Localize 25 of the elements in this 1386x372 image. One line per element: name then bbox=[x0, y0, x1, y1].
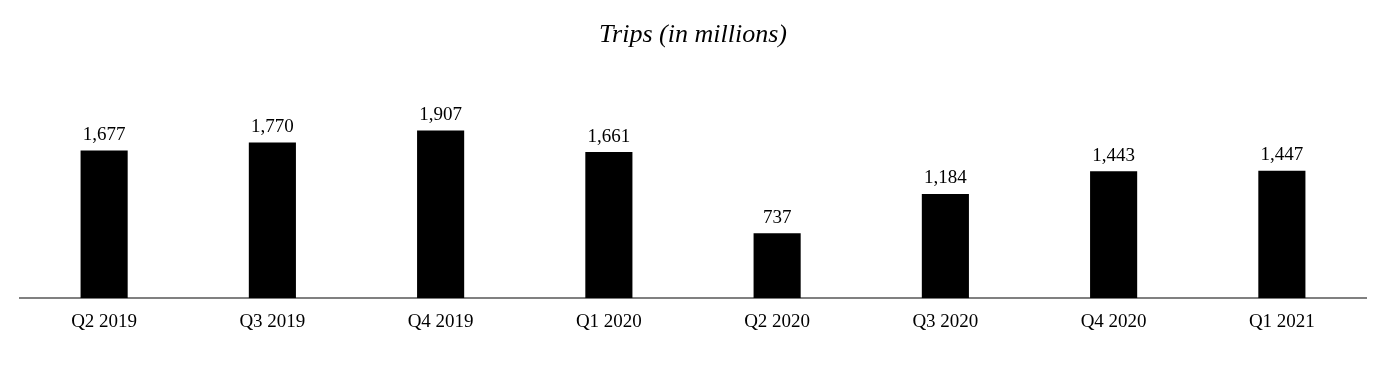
data-label: 1,661 bbox=[587, 124, 631, 146]
bar bbox=[585, 152, 633, 299]
bar bbox=[921, 194, 969, 299]
x-tick-label: Q1 2021 bbox=[1248, 309, 1315, 331]
chart-title: Trips (in millions) bbox=[599, 19, 787, 49]
bar bbox=[1258, 170, 1306, 299]
data-label: 1,184 bbox=[924, 166, 968, 188]
bar bbox=[80, 150, 128, 299]
x-tick-label: Q1 2020 bbox=[575, 309, 642, 331]
x-tick-label: Q4 2019 bbox=[407, 309, 474, 331]
x-tick-label: Q2 2019 bbox=[71, 309, 138, 331]
x-tick-label: Q4 2020 bbox=[1080, 309, 1147, 331]
data-label: 737 bbox=[762, 205, 792, 227]
x-tick-label: Q3 2020 bbox=[912, 309, 979, 331]
data-label: 1,443 bbox=[1092, 143, 1135, 165]
data-label: 1,907 bbox=[419, 102, 462, 124]
bar bbox=[417, 130, 465, 299]
bar bbox=[1090, 171, 1138, 299]
data-label: 1,770 bbox=[251, 114, 294, 136]
bar bbox=[753, 233, 801, 299]
bar bbox=[248, 142, 296, 299]
x-tick-label: Q2 2020 bbox=[744, 309, 811, 331]
data-label: 1,677 bbox=[82, 123, 126, 145]
data-label: 1,447 bbox=[1260, 143, 1304, 165]
x-tick-label: Q3 2019 bbox=[239, 309, 306, 331]
